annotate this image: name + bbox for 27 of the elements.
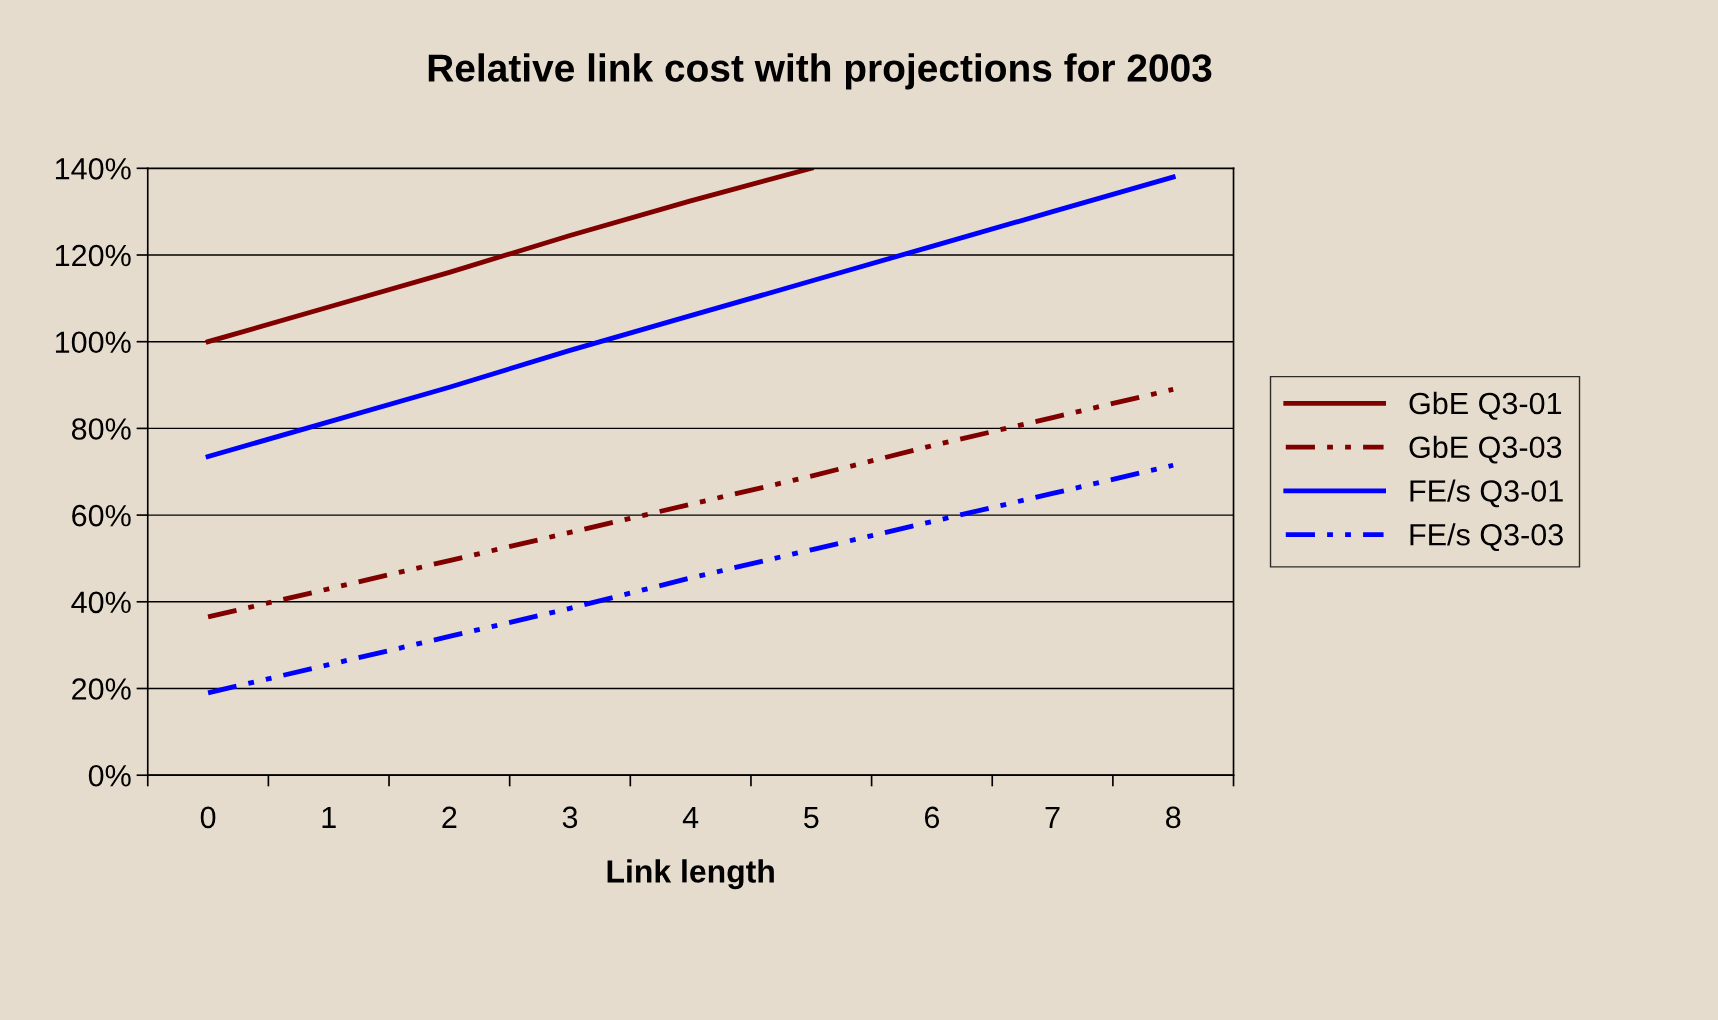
line-series <box>205 174 1176 460</box>
line-series <box>205 462 1176 696</box>
legend-label: GbE Q3-03 <box>1409 435 1562 464</box>
line-series <box>205 386 1176 620</box>
x-axis-title: Link length <box>607 859 774 890</box>
x-tick-label: 2 <box>442 806 457 828</box>
x-tick-label: 3 <box>562 806 578 829</box>
y-tick-label: 20% <box>72 678 131 700</box>
x-tick-label: 4 <box>682 806 699 828</box>
x-tick-label: 1 <box>322 806 336 828</box>
x-tick-label: 0 <box>200 806 216 829</box>
legend-label: GbE Q3-01 <box>1409 391 1562 420</box>
chart-title: Relative link cost with projections for 2003 <box>428 53 1212 90</box>
x-tick-label: 7 <box>1045 806 1060 828</box>
legend-label: FE/s Q3-03 <box>1410 523 1563 552</box>
y-tick-label: 0% <box>88 764 131 787</box>
line-series <box>205 168 814 345</box>
x-tick-label: 5 <box>804 806 819 829</box>
y-tick-label: 80% <box>71 418 131 440</box>
y-tick-label: 60% <box>72 504 131 527</box>
legend-label: FE/s Q3-01 <box>1410 479 1563 508</box>
y-tick-label: 100% <box>55 331 131 354</box>
y-tick-label: 120% <box>55 244 131 267</box>
x-tick-label: 6 <box>924 806 940 829</box>
y-tick-label: 140% <box>55 158 131 180</box>
y-tick-label: 40% <box>71 591 131 614</box>
x-tick-label: 8 <box>1166 806 1181 829</box>
